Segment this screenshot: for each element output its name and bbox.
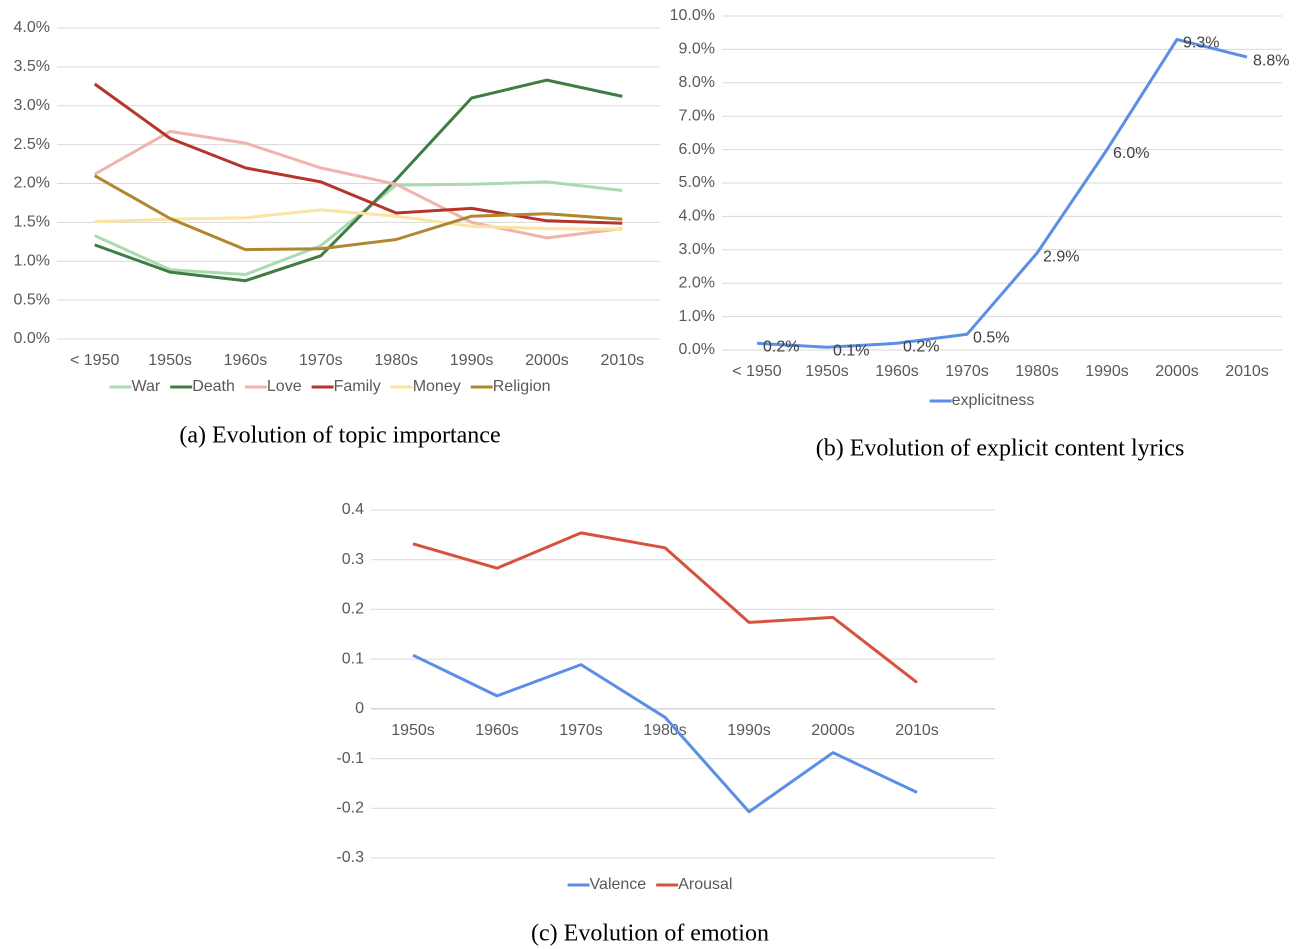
y-tick-label: 0.0%: [679, 341, 715, 358]
legend-label: Religion: [493, 378, 551, 395]
x-tick-label: 1990s: [450, 352, 494, 369]
data-label: 9.3%: [1183, 35, 1219, 52]
series-line: [93, 129, 623, 240]
y-tick-label: 2.0%: [679, 274, 715, 291]
y-tick-label: -0.3: [336, 849, 364, 866]
y-tick-label: 0.1: [342, 650, 364, 667]
caption: (c) Evolution of emotion: [531, 921, 769, 947]
y-tick-label: 6.0%: [679, 141, 715, 158]
legend-label: War: [131, 378, 160, 395]
x-tick-label: 2010s: [895, 722, 939, 739]
chart: 0.0% 0.5% 1.0% 1.5% 2.0% 2.5% 3.0% 3.5% 4.0% < 19…: [14, 19, 660, 449]
x-tick-label: 1960s: [475, 722, 519, 739]
x-tick-label: 2010s: [601, 352, 645, 369]
series-line: [93, 82, 623, 225]
y-tick-label: 3.0%: [14, 97, 50, 114]
legend-label: Money: [413, 378, 461, 395]
y-tick-label: 4.0%: [679, 208, 715, 225]
y-tick-label: 5.0%: [679, 174, 715, 191]
legend: War Death Love Family Money Religion: [109, 378, 551, 395]
y-tick-label: 0.5%: [14, 291, 50, 308]
series-line: [94, 180, 623, 276]
data-label: 0.5%: [973, 330, 1009, 347]
series-line: [93, 174, 623, 252]
y-tick-label: 2.0%: [14, 175, 50, 192]
data-label: 8.8%: [1253, 52, 1289, 69]
series-line: [94, 78, 623, 283]
x-tick-label: 1990s: [1085, 363, 1129, 380]
chart: 0.0% 1.0% 2.0% 3.0% 4.0% 5.0% 6.0% 7.0% 8.0% 9.0%…: [670, 7, 1290, 461]
y-tick-label: 9.0%: [679, 41, 715, 58]
y-tick-label: 0.2: [342, 601, 364, 618]
legend-label: Family: [334, 378, 381, 395]
legend: explicitness: [929, 392, 1035, 409]
x-tick-label: 1990s: [727, 722, 771, 739]
x-tick-label: < 1950: [732, 363, 781, 380]
x-tick-label: 1970s: [945, 363, 989, 380]
x-tick-label: 2010s: [1225, 363, 1269, 380]
legend-label: Death: [192, 378, 235, 395]
caption: (b) Evolution of explicit content lyrics: [816, 436, 1185, 462]
data-label: 2.9%: [1043, 248, 1079, 265]
y-tick-label: 7.0%: [679, 107, 715, 124]
y-tick-label: -0.1: [336, 750, 364, 767]
data-label: 0.2%: [763, 339, 799, 356]
x-tick-label: 2000s: [1155, 363, 1199, 380]
y-tick-label: 0.4: [342, 501, 364, 518]
x-tick-label: 1950s: [148, 352, 192, 369]
x-tick-label: < 1950: [70, 352, 119, 369]
data-label: 0.1%: [833, 343, 869, 360]
y-tick-label: 1.0%: [679, 308, 715, 325]
y-tick-label: 2.5%: [14, 136, 50, 153]
y-tick-label: 3.5%: [14, 58, 50, 75]
legend-label: explicitness: [952, 392, 1035, 409]
x-tick-label: 1960s: [875, 363, 919, 380]
y-tick-label: 1.5%: [14, 214, 50, 231]
y-tick-label: 10.0%: [670, 7, 715, 24]
y-tick-label: 0.0%: [14, 330, 50, 347]
series-line: [412, 653, 918, 814]
x-tick-label: 1960s: [224, 352, 268, 369]
legend-label: Love: [267, 378, 302, 395]
y-tick-label: 4.0%: [14, 19, 50, 36]
y-tick-label: 8.0%: [679, 74, 715, 91]
x-tick-label: 1980s: [643, 722, 687, 739]
y-tick-label: -0.2: [336, 800, 364, 817]
series-line: [756, 37, 1248, 349]
chart: -0.3 -0.2 -0.1 0 0.1 0.2 0.3 0.4 1950s 1960s 1970s…: [336, 501, 995, 947]
legend-label: Arousal: [678, 876, 732, 893]
y-tick-label: 0.3: [342, 551, 364, 568]
data-label: 0.2%: [903, 339, 939, 356]
y-tick-label: 0: [355, 700, 364, 717]
x-tick-label: 1970s: [299, 352, 343, 369]
data-label: 6.0%: [1113, 145, 1149, 162]
x-tick-label: 1950s: [391, 722, 435, 739]
x-tick-label: 2000s: [811, 722, 855, 739]
y-tick-label: 1.0%: [14, 252, 50, 269]
legend: Valence Arousal: [567, 876, 732, 893]
series-line: [412, 531, 918, 684]
x-tick-label: 1980s: [374, 352, 418, 369]
series-line: [94, 208, 623, 231]
y-tick-label: 3.0%: [679, 241, 715, 258]
caption: (a) Evolution of topic importance: [179, 423, 500, 449]
x-tick-label: 1970s: [559, 722, 603, 739]
legend-label: Valence: [590, 876, 647, 893]
x-tick-label: 1950s: [805, 363, 849, 380]
x-tick-label: 2000s: [525, 352, 569, 369]
x-tick-label: 1980s: [1015, 363, 1059, 380]
